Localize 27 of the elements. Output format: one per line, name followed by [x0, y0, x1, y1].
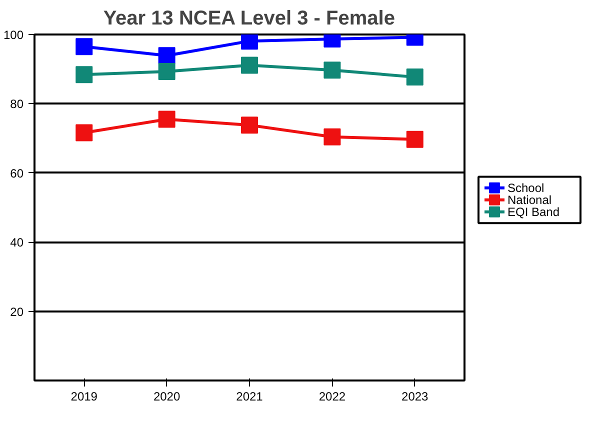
point: [324, 62, 341, 79]
x-tick-label: 2023: [402, 390, 429, 404]
legend-label: National: [508, 192, 552, 207]
point: [76, 66, 93, 84]
point: [76, 38, 93, 56]
point: [241, 34, 258, 50]
legend-label: School: [508, 180, 544, 195]
point: [241, 56, 258, 74]
point: [406, 68, 424, 86]
point: [76, 124, 93, 142]
x-tick-label: 2022: [318, 390, 346, 404]
y-tick-label: 20: [10, 304, 24, 319]
legend-label: EQI Band: [508, 204, 560, 219]
x-tick-label: 2021: [236, 390, 264, 404]
point: [158, 47, 176, 64]
point: [158, 110, 176, 128]
y-tick-label: 60: [10, 166, 24, 180]
chart-title: Year 13 NCEA Level 3 - Female: [103, 8, 395, 30]
point: [324, 128, 341, 146]
y-tick-label: 40: [10, 236, 24, 250]
y-tick-label: 100: [3, 28, 24, 42]
x-tick-label: 2020: [153, 390, 180, 404]
y-tick-label: 80: [10, 97, 24, 112]
x-tick-label: 2019: [70, 390, 98, 404]
point: [158, 63, 176, 80]
point: [406, 130, 424, 148]
point: [241, 116, 258, 134]
